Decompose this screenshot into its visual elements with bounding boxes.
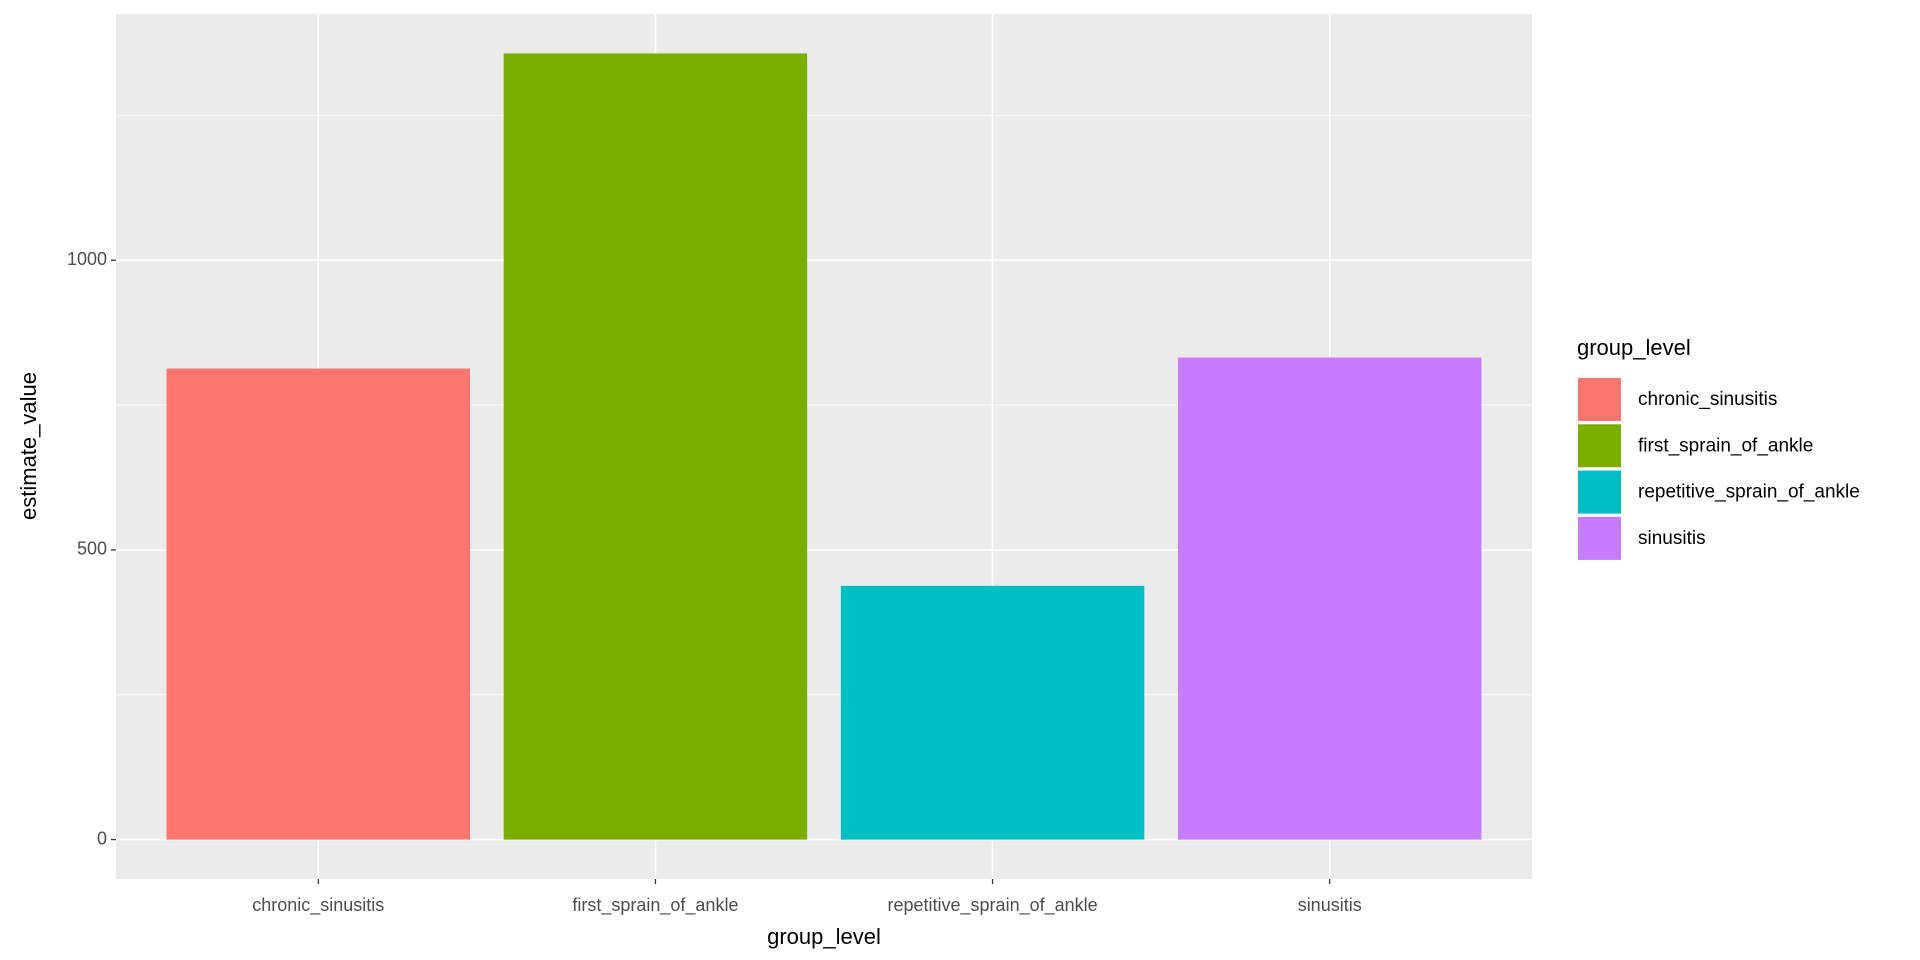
x-tick-label: first_sprain_of_ankle: [572, 895, 738, 916]
bar: [166, 368, 471, 840]
legend-label: first_sprain_of_ankle: [1638, 435, 1813, 456]
bar: [503, 53, 808, 840]
y-tick-label: 500: [77, 539, 107, 559]
x-axis-title: group_level: [767, 924, 881, 949]
legend-label: chronic_sinusitis: [1638, 389, 1777, 410]
x-tick-label: repetitive_sprain_of_ankle: [888, 895, 1098, 916]
legend-label: sinusitis: [1638, 528, 1706, 549]
x-tick-label: sinusitis: [1298, 895, 1362, 915]
bar: [1178, 357, 1482, 840]
legend-key: [1578, 516, 1621, 560]
y-axis-title: estimate_value: [16, 372, 41, 520]
legend-key: [1578, 378, 1621, 421]
x-tick-label: chronic_sinusitis: [252, 895, 384, 916]
legend-title: group_level: [1577, 335, 1691, 360]
legend-label: repetitive_sprain_of_ankle: [1638, 482, 1860, 503]
y-tick-label: 1000: [67, 249, 107, 269]
legend-key: [1578, 424, 1621, 468]
legend-key: [1578, 470, 1621, 514]
bar: [840, 585, 1145, 840]
y-tick-label: 0: [97, 828, 107, 848]
